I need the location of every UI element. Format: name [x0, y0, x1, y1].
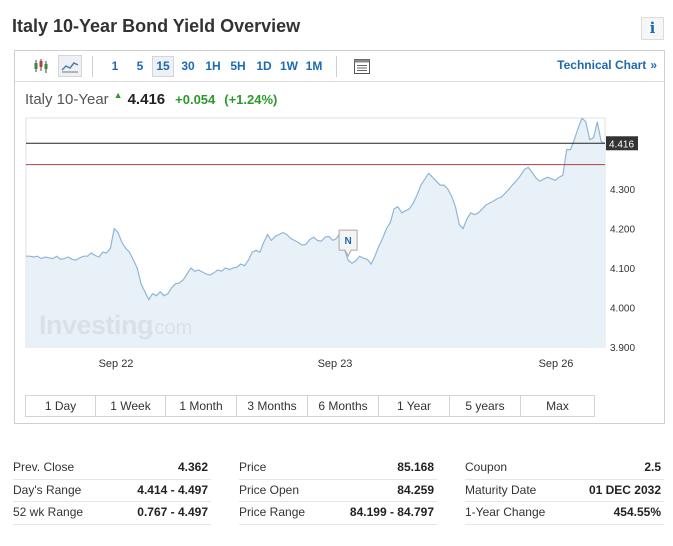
- stat-value: 85.168: [397, 460, 434, 474]
- x-tick-label: Sep 26: [539, 358, 574, 370]
- stat-value: 01 DEC 2032: [588, 482, 661, 497]
- stat-label: 1-Year Change: [465, 505, 546, 519]
- stat-label: Price Open: [239, 482, 300, 497]
- timeframe-15[interactable]: 15: [152, 56, 174, 77]
- timeframe-1d[interactable]: 1D: [256, 59, 272, 73]
- range-max[interactable]: Max: [546, 399, 569, 413]
- timeframe-1[interactable]: 1: [111, 59, 119, 73]
- stat-row: 1-Year Change 454.55%: [465, 502, 664, 525]
- info-button[interactable]: i: [641, 17, 664, 40]
- x-tick-label: Sep 23: [318, 358, 353, 370]
- stat-value: 84.199 - 84.797: [349, 505, 434, 519]
- news-marker-label: N: [344, 236, 351, 247]
- range-3-months[interactable]: 3 Months: [237, 396, 308, 416]
- stat-row: Price Open 84.259: [239, 480, 437, 502]
- price-change-percent: (+1.24%): [224, 92, 278, 107]
- range-6-months[interactable]: 6 Months: [308, 396, 379, 416]
- stat-label: 52 wk Range: [13, 505, 84, 519]
- current-price-tag: [606, 136, 638, 151]
- timeframe-1h[interactable]: 1H: [205, 59, 221, 73]
- toolbar-divider: [336, 56, 337, 77]
- y-tick-label: 4.300: [610, 185, 635, 196]
- stat-row: Day's Range 4.414 - 4.497: [13, 480, 211, 502]
- timeframe-5[interactable]: 5: [136, 59, 144, 73]
- price-line: [26, 118, 605, 301]
- stats-column-3: Coupon 2.5 Maturity Date 01 DEC 2032 1-Year …: [465, 457, 664, 525]
- quote-header: Italy 10-Year ▲ 4.416 +0.054 (+1.24%): [25, 90, 286, 111]
- stats-column-1: Prev. Close 4.362 Day's Range 4.414 - 4.497…: [13, 457, 211, 525]
- stat-row: 52 wk Range 0.767 - 4.497: [13, 502, 211, 525]
- current-price-tag-label: 4.416: [609, 139, 634, 150]
- y-tick-label: 4.100: [610, 264, 635, 275]
- area-chart-icon[interactable]: [58, 55, 82, 77]
- last-price: 4.416: [127, 91, 166, 108]
- timeframe-5h[interactable]: 5H: [230, 59, 246, 73]
- stat-row: Price 85.168: [239, 457, 437, 480]
- page-title: Italy 10-Year Bond Yield Overview: [12, 16, 301, 36]
- instrument-name: Italy 10-Year: [25, 91, 109, 108]
- toolbar-divider: [92, 56, 93, 77]
- candlestick-icon[interactable]: [29, 55, 53, 77]
- range-1-month[interactable]: 1 Month: [166, 396, 237, 416]
- stat-label: Coupon: [465, 460, 508, 474]
- time-range-selector: 1 Day 1 Week 1 Month 3 Months 6 Months 1 Year…: [25, 395, 595, 417]
- stat-label: Day's Range: [13, 482, 82, 497]
- chevron-right-icon: »: [650, 58, 657, 72]
- x-tick-label: Sep 22: [99, 358, 134, 370]
- stat-value: 84.259: [397, 482, 434, 497]
- technical-chart-label: Technical Chart: [557, 58, 647, 72]
- up-arrow-icon: ▲: [113, 90, 123, 100]
- stat-value: 2.5: [644, 460, 661, 474]
- technical-chart-link[interactable]: Technical Chart»: [557, 58, 657, 72]
- stat-value: 454.55%: [613, 505, 661, 519]
- calendar-icon[interactable]: [350, 55, 374, 77]
- y-tick-label: 4.000: [610, 304, 635, 315]
- stat-row: Coupon 2.5: [465, 457, 664, 480]
- price-change: +0.054: [175, 92, 216, 107]
- stats-column-2: Price 85.168 Price Open 84.259 Price Range 84…: [239, 457, 437, 525]
- news-marker-icon: [338, 229, 358, 258]
- range-1-year[interactable]: 1 Year: [379, 396, 450, 416]
- chart-toolbar: 1 5 15 30 1H 5H 1D 1W 1M Technical Chart»: [15, 51, 664, 82]
- timeframe-1m[interactable]: 1M: [305, 59, 323, 73]
- stat-value: 0.767 - 4.497: [137, 505, 208, 519]
- price-chart[interactable]: Investing.com N 4.416 4.3004.2004.1004.0…: [15, 111, 664, 395]
- timeframe-1w[interactable]: 1W: [280, 59, 298, 73]
- stat-row: Price Range 84.199 - 84.797: [239, 502, 437, 525]
- y-tick-label: 4.200: [610, 225, 635, 236]
- stat-label: Price Range: [239, 505, 306, 519]
- stat-row: Prev. Close 4.362: [13, 457, 211, 480]
- stat-value: 4.362: [177, 460, 208, 474]
- chart-panel: 1 5 15 30 1H 5H 1D 1W 1M Technical Chart» Italy …: [14, 50, 665, 424]
- stat-label: Price: [239, 460, 267, 474]
- stat-label: Maturity Date: [465, 482, 537, 497]
- stat-row: Maturity Date 01 DEC 2032: [465, 480, 664, 502]
- timeframe-30[interactable]: 30: [181, 59, 195, 73]
- stat-value: 4.414 - 4.497: [137, 482, 208, 497]
- range-1-day[interactable]: 1 Day: [26, 396, 96, 416]
- range-1-week[interactable]: 1 Week: [96, 396, 166, 416]
- y-tick-label: 3.900: [610, 343, 635, 354]
- stat-label: Prev. Close: [13, 460, 75, 474]
- range-5-years[interactable]: 5 years: [450, 396, 521, 416]
